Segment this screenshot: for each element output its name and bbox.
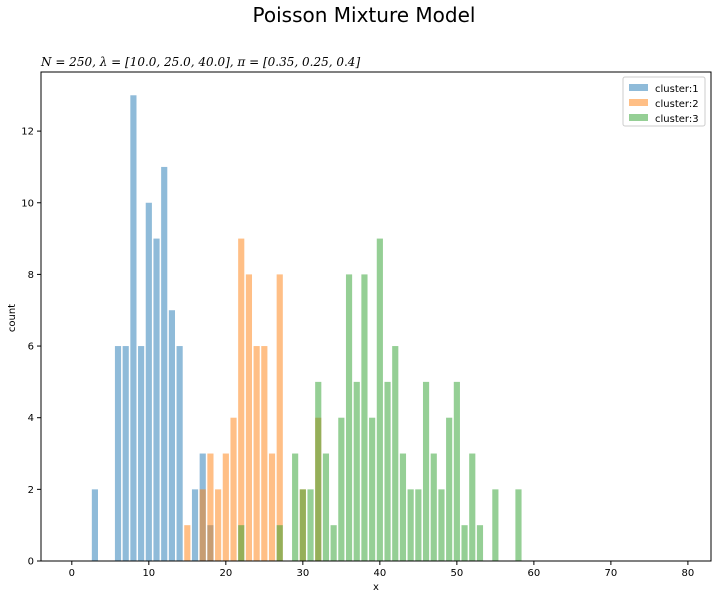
- bar-cluster-3: [276, 525, 283, 561]
- y-axis-label: count: [7, 304, 18, 332]
- bar-cluster-3: [353, 381, 360, 561]
- bar-cluster-3: [399, 453, 407, 561]
- chart-title: Poisson Mixture Model: [253, 3, 476, 27]
- bar-cluster-2: [276, 274, 283, 561]
- bar-cluster-2: [253, 346, 260, 561]
- x-axis: 0 10 20 30 40 50 60 70 80: [69, 561, 695, 579]
- bar-cluster-1: [176, 346, 183, 561]
- x-tick-label: 10: [142, 568, 155, 579]
- x-tick-label: 60: [528, 568, 541, 579]
- y-tick-label: 10: [21, 198, 34, 209]
- bar-cluster-1: [191, 489, 199, 561]
- bar-cluster-1: [153, 238, 160, 562]
- y-tick-label: 2: [28, 485, 34, 496]
- y-tick-label: 8: [28, 270, 34, 281]
- bar-cluster-1: [161, 166, 168, 561]
- legend-swatch: [629, 99, 648, 106]
- bar-cluster-3: [453, 381, 460, 561]
- x-tick-label: 30: [296, 568, 309, 579]
- bar-cluster-1: [122, 346, 129, 561]
- bar-cluster-3: [315, 381, 322, 561]
- bar-cluster-3: [369, 417, 376, 561]
- bar-cluster-3: [407, 489, 414, 561]
- bar-cluster-1: [138, 346, 145, 561]
- x-tick-label: 20: [219, 568, 232, 579]
- legend-label: cluster:2: [655, 99, 699, 110]
- bar-cluster-3: [422, 381, 430, 561]
- x-tick-label: 80: [682, 568, 695, 579]
- y-tick-label: 4: [28, 413, 34, 424]
- bar-cluster-1: [145, 202, 152, 561]
- bar-cluster-3: [322, 453, 330, 561]
- bars-layer: [91, 95, 522, 562]
- bar-cluster-2: [199, 489, 206, 561]
- y-tick-label: 6: [28, 342, 34, 353]
- x-axis-label: x: [373, 582, 379, 593]
- bar-cluster-3: [461, 525, 468, 561]
- bar-cluster-3: [376, 238, 383, 562]
- bar-cluster-2: [207, 453, 214, 561]
- bar-cluster-3: [330, 525, 337, 561]
- bar-cluster-1: [91, 489, 98, 561]
- bar-cluster-2: [261, 346, 268, 561]
- bar-cluster-2: [238, 238, 245, 562]
- legend-label: cluster:1: [655, 84, 699, 95]
- chart-subtitle: N = 250, λ = [10.0, 25.0, 40.0], π = [0.…: [40, 55, 360, 69]
- x-tick-label: 70: [605, 568, 618, 579]
- bar-cluster-3: [438, 489, 445, 561]
- bar-cluster-3: [338, 417, 345, 561]
- bar-cluster-1: [168, 310, 175, 561]
- y-tick-label: 12: [21, 127, 34, 138]
- bar-cluster-3: [415, 489, 422, 561]
- bar-cluster-3: [392, 346, 399, 561]
- x-tick-label: 40: [373, 568, 386, 579]
- bar-cluster-2: [184, 525, 191, 561]
- bar-cluster-2: [222, 453, 229, 561]
- y-tick-label: 0: [28, 557, 34, 568]
- legend-swatch: [629, 114, 648, 121]
- x-tick-label: 0: [69, 568, 75, 579]
- bar-cluster-3: [430, 453, 437, 561]
- bar-cluster-3: [307, 489, 314, 561]
- plot-area-frame: [40, 71, 712, 562]
- bar-cluster-2: [230, 417, 237, 561]
- legend-label: cluster:3: [655, 114, 699, 125]
- bar-cluster-3: [469, 453, 476, 561]
- y-axis: 0 2 4 6 8 10 12: [21, 127, 41, 568]
- bar-cluster-2: [268, 453, 276, 561]
- legend-swatch: [629, 84, 648, 91]
- bar-cluster-3: [476, 525, 484, 561]
- bar-cluster-3: [492, 489, 499, 561]
- legend: cluster:1 cluster:2 cluster:3: [622, 76, 706, 127]
- bar-cluster-2: [215, 489, 222, 561]
- bar-cluster-3: [292, 453, 299, 561]
- bar-cluster-3: [361, 274, 368, 561]
- bar-cluster-1: [114, 346, 122, 561]
- bar-cluster-2: [245, 274, 253, 561]
- bar-cluster-3: [384, 381, 391, 561]
- x-tick-label: 50: [450, 568, 463, 579]
- bar-cluster-3: [299, 489, 306, 561]
- bar-cluster-1: [130, 95, 137, 562]
- bar-cluster-3: [345, 274, 353, 561]
- bar-cluster-3: [446, 417, 453, 561]
- bar-cluster-3: [515, 489, 522, 561]
- bar-cluster-3: [238, 525, 245, 561]
